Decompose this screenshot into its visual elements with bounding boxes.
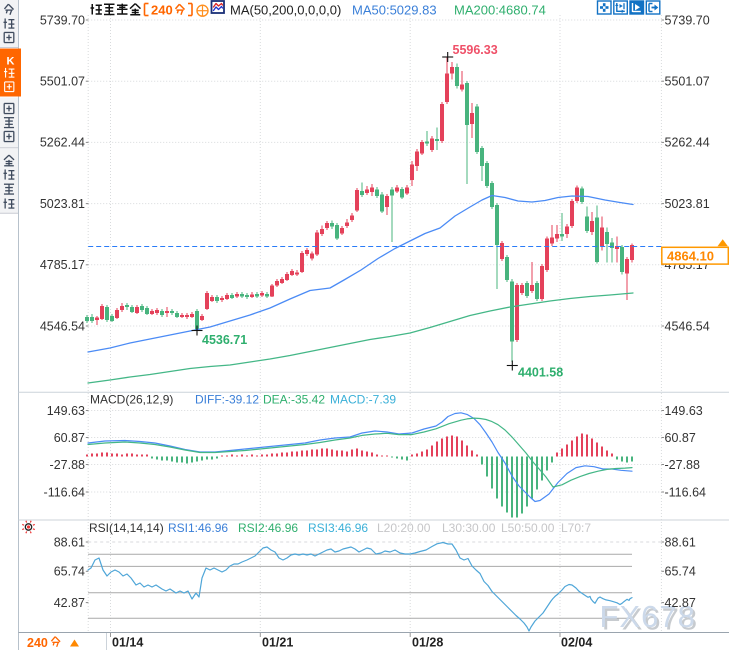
svg-text:FX678: FX678 bbox=[602, 601, 698, 636]
svg-text:-27.88: -27.88 bbox=[50, 458, 85, 472]
svg-text:60.87: 60.87 bbox=[54, 431, 85, 445]
svg-text:01/28: 01/28 bbox=[412, 636, 443, 650]
svg-text:-116.64: -116.64 bbox=[44, 485, 86, 499]
svg-text:4864.10: 4864.10 bbox=[667, 248, 714, 263]
svg-text:4785.17: 4785.17 bbox=[40, 258, 85, 272]
svg-text:02/04: 02/04 bbox=[561, 636, 592, 650]
svg-text:240: 240 bbox=[27, 636, 48, 650]
svg-text:MA50:5029.83: MA50:5029.83 bbox=[352, 3, 437, 18]
svg-text:L50:50.00: L50:50.00 bbox=[501, 521, 555, 535]
svg-text:01/21: 01/21 bbox=[262, 636, 293, 650]
svg-text:5023.81: 5023.81 bbox=[665, 197, 710, 211]
svg-text:5262.44: 5262.44 bbox=[40, 136, 85, 150]
svg-text:MACD(26,12,9): MACD(26,12,9) bbox=[90, 393, 173, 407]
svg-text:5023.81: 5023.81 bbox=[40, 197, 85, 211]
svg-text:L70:7: L70:7 bbox=[561, 521, 591, 535]
svg-text:DEA:-35.42: DEA:-35.42 bbox=[263, 393, 325, 407]
svg-text:-116.64: -116.64 bbox=[665, 485, 707, 499]
svg-text:FX678: FX678 bbox=[600, 599, 696, 634]
svg-text:01/14: 01/14 bbox=[112, 636, 143, 650]
svg-text:65.74: 65.74 bbox=[54, 565, 85, 579]
svg-text:5262.44: 5262.44 bbox=[665, 136, 710, 150]
svg-text:MA(50,200,0,0,0,0): MA(50,200,0,0,0,0) bbox=[230, 3, 341, 18]
svg-text:4546.54: 4546.54 bbox=[40, 319, 85, 333]
svg-text:5739.70: 5739.70 bbox=[40, 13, 85, 27]
svg-text:65.74: 65.74 bbox=[665, 565, 696, 579]
svg-text:149.63: 149.63 bbox=[47, 404, 85, 418]
svg-text:149.63: 149.63 bbox=[665, 404, 703, 418]
svg-text:RSI2:46.96: RSI2:46.96 bbox=[238, 521, 298, 535]
svg-text:L20:20.00: L20:20.00 bbox=[377, 521, 431, 535]
svg-text:5739.70: 5739.70 bbox=[665, 13, 710, 27]
svg-text:88.61: 88.61 bbox=[665, 535, 696, 549]
svg-text:MA200:4680.74: MA200:4680.74 bbox=[454, 3, 546, 18]
svg-text:DIFF:-39.12: DIFF:-39.12 bbox=[195, 393, 259, 407]
svg-text:240: 240 bbox=[151, 3, 173, 18]
svg-text:K: K bbox=[7, 56, 15, 68]
svg-text:-27.88: -27.88 bbox=[665, 458, 700, 472]
svg-text:5596.33: 5596.33 bbox=[453, 43, 498, 57]
svg-text:42.87: 42.87 bbox=[54, 596, 85, 610]
svg-text:5501.07: 5501.07 bbox=[665, 75, 710, 89]
svg-text:L30:30.00: L30:30.00 bbox=[442, 521, 496, 535]
svg-text:4401.58: 4401.58 bbox=[518, 366, 563, 380]
svg-text:42.87: 42.87 bbox=[665, 596, 696, 610]
svg-text:MACD:-7.39: MACD:-7.39 bbox=[330, 393, 396, 407]
svg-text:RSI(14,14,14): RSI(14,14,14) bbox=[89, 521, 164, 535]
svg-text:4546.54: 4546.54 bbox=[665, 319, 710, 333]
svg-text:4536.71: 4536.71 bbox=[202, 333, 247, 347]
svg-text:RSI3:46.96: RSI3:46.96 bbox=[308, 521, 368, 535]
svg-text:88.61: 88.61 bbox=[54, 535, 85, 549]
svg-text:RSI1:46.96: RSI1:46.96 bbox=[168, 521, 228, 535]
svg-text:60.87: 60.87 bbox=[665, 431, 696, 445]
svg-text:5501.07: 5501.07 bbox=[40, 75, 85, 89]
